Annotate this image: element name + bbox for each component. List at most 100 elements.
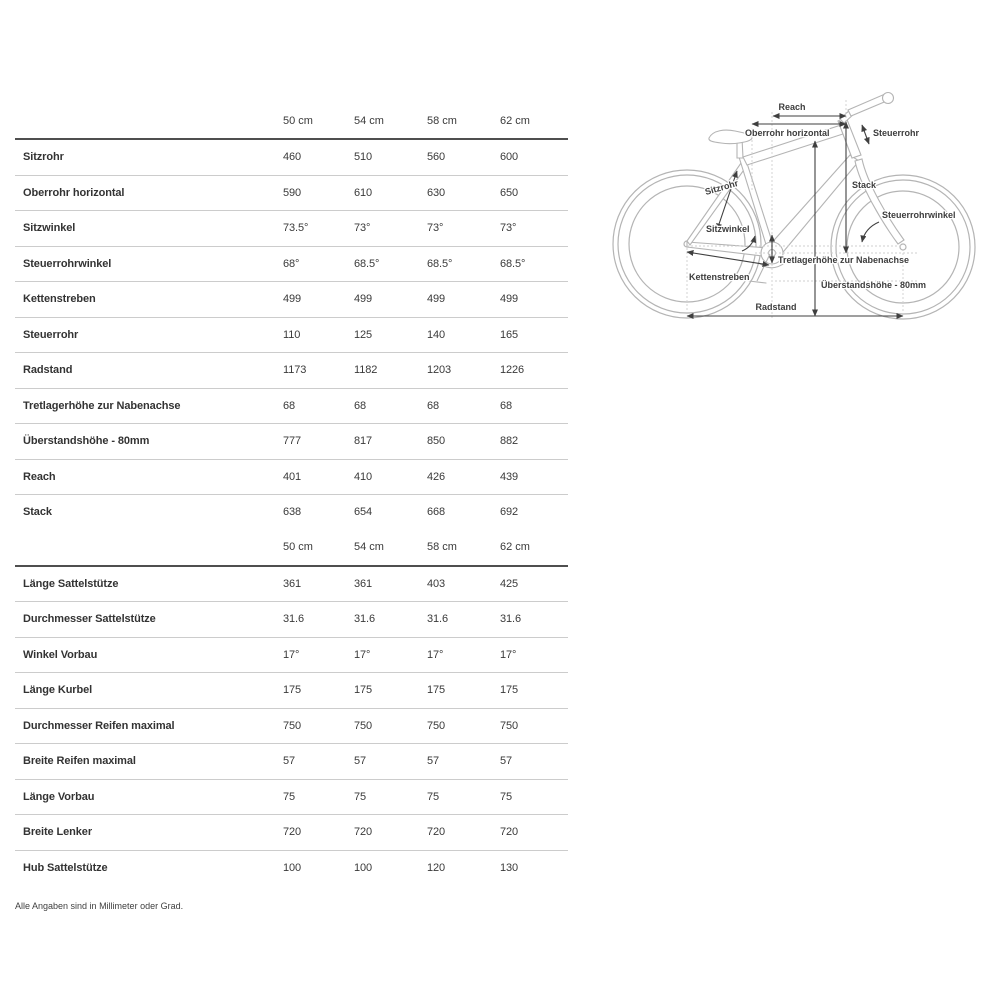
row-value: 175	[427, 684, 446, 697]
size-header-row-2: 50 cm 54 cm 58 cm 62 cm	[15, 530, 568, 567]
size-column-header: 58 cm	[427, 541, 457, 553]
row-value: 750	[283, 719, 302, 732]
row-label: Hub Sattelstütze	[23, 861, 108, 874]
row-value: 499	[500, 293, 519, 306]
row-value: 68	[283, 399, 296, 412]
table-row: Länge Sattelstütze 361 361 403 425	[15, 567, 568, 602]
row-label: Länge Kurbel	[23, 684, 93, 697]
row-value: 31.6	[354, 613, 376, 626]
table-row: Radstand 1173 1182 1203 1226	[15, 353, 568, 389]
dimension-arrows	[686, 113, 904, 319]
row-value: 720	[427, 826, 446, 839]
row-label: Tretlagerhöhe zur Nabenachse	[23, 399, 181, 412]
row-value: 590	[283, 186, 302, 199]
row-label: Kettenstreben	[23, 293, 96, 306]
row-value: 57	[427, 755, 440, 768]
row-value: 1173	[283, 364, 307, 377]
steuerrohr-label: Steuerrohr	[873, 128, 920, 138]
sitzwinkel-arc	[741, 235, 757, 252]
row-label: Breite Lenker	[23, 826, 93, 839]
row-value: 100	[354, 861, 373, 874]
row-value: 750	[500, 719, 519, 732]
row-value: 68.5°	[354, 257, 380, 270]
size-column-header: 50 cm	[283, 541, 313, 553]
table-row: Länge Vorbau 75 75 75 75	[15, 780, 568, 815]
kettenstreben-arrow	[686, 250, 770, 267]
row-value: 31.6	[500, 613, 522, 626]
row-value: 882	[500, 435, 519, 448]
row-label: Durchmesser Sattelstütze	[23, 613, 156, 626]
units-footnote: Alle Angaben sind in Millimeter oder Gra…	[15, 901, 184, 911]
row-value: 100	[283, 861, 302, 874]
row-value: 439	[500, 470, 519, 483]
row-value: 31.6	[283, 613, 305, 626]
down-tube	[767, 154, 860, 258]
radstand-label: Radstand	[755, 302, 796, 312]
table-row: Tretlagerhöhe zur Nabenachse 68 68 68 68	[15, 389, 568, 424]
row-value: 75	[500, 790, 513, 803]
row-label: Durchmesser Reifen maximal	[23, 719, 175, 732]
row-value: 68	[427, 399, 440, 412]
row-value: 110	[283, 328, 301, 341]
row-label: Winkel Vorbau	[23, 648, 98, 661]
row-value: 750	[427, 719, 446, 732]
row-value: 850	[427, 435, 446, 448]
kettenstreben-label: Kettenstreben	[689, 272, 750, 282]
row-value: 130	[500, 861, 519, 874]
row-value: 73°	[354, 222, 371, 235]
row-label: Radstand	[23, 364, 73, 377]
row-value: 499	[283, 293, 302, 306]
row-value: 650	[500, 186, 519, 199]
row-value: 17°	[283, 648, 300, 661]
row-label: Oberrohr horizontal	[23, 186, 125, 199]
table-row: Sitzrohr 460 510 560 600	[15, 140, 568, 176]
row-value: 1226	[500, 364, 525, 377]
row-value: 57	[500, 755, 513, 768]
row-value: 560	[427, 151, 446, 164]
row-value: 401	[283, 470, 302, 483]
row-value: 75	[427, 790, 440, 803]
row-label: Breite Reifen maximal	[23, 755, 136, 768]
table-row: Steuerrohr 110 125 140 165	[15, 318, 568, 353]
size-column-header: 62 cm	[500, 541, 530, 553]
row-value: 361	[283, 577, 302, 590]
geometry-table: 50 cm 54 cm 58 cm 62 cm Sitzrohr 460 510…	[15, 103, 568, 911]
row-value: 720	[354, 826, 373, 839]
row-value: 460	[283, 151, 302, 164]
row-value: 630	[427, 186, 446, 199]
row-value: 1182	[354, 364, 378, 377]
row-value: 638	[283, 506, 302, 519]
row-value: 140	[427, 328, 446, 341]
row-value: 17°	[427, 648, 444, 661]
row-value: 75	[283, 790, 296, 803]
row-label: Stack	[23, 506, 52, 519]
row-value: 68.5°	[500, 257, 526, 270]
row-value: 720	[283, 826, 302, 839]
row-value: 68	[354, 399, 367, 412]
size-column-header: 50 cm	[283, 114, 313, 127]
row-label: Steuerrohrwinkel	[23, 257, 112, 270]
frame-geometry-section: Sitzrohr 460 510 560 600 Oberrohr horizo…	[15, 140, 568, 530]
row-value: 817	[354, 435, 373, 448]
row-value: 1203	[427, 364, 452, 377]
row-value: 668	[427, 506, 446, 519]
row-value: 610	[354, 186, 373, 199]
sitzrohr-arrow	[716, 170, 738, 231]
row-value: 68.5°	[427, 257, 453, 270]
row-label: Länge Sattelstütze	[23, 577, 119, 590]
size-column-header: 54 cm	[354, 114, 384, 127]
table-row: Kettenstreben 499 499 499 499	[15, 282, 568, 318]
table-row: Hub Sattelstütze 100 100 120 130	[15, 851, 568, 886]
steuerrohrwinkel-arc	[860, 221, 880, 243]
head-tube	[837, 116, 862, 159]
bike-diagram-svg: Reach Oberrohr horizontal Steuerrohr Sit…	[612, 91, 976, 320]
row-value: 175	[500, 684, 519, 697]
table-row: Länge Kurbel 175 175 175 175	[15, 673, 568, 709]
tretlagerhoehe-label: Tretlagerhöhe zur Nabenachse	[778, 255, 909, 265]
row-value: 361	[354, 577, 373, 590]
row-value: 68	[500, 399, 513, 412]
row-value: 73°	[427, 222, 444, 235]
reach-label: Reach	[778, 102, 805, 112]
table-row: Oberrohr horizontal 590 610 630 650	[15, 176, 568, 211]
row-value: 165	[500, 328, 519, 341]
